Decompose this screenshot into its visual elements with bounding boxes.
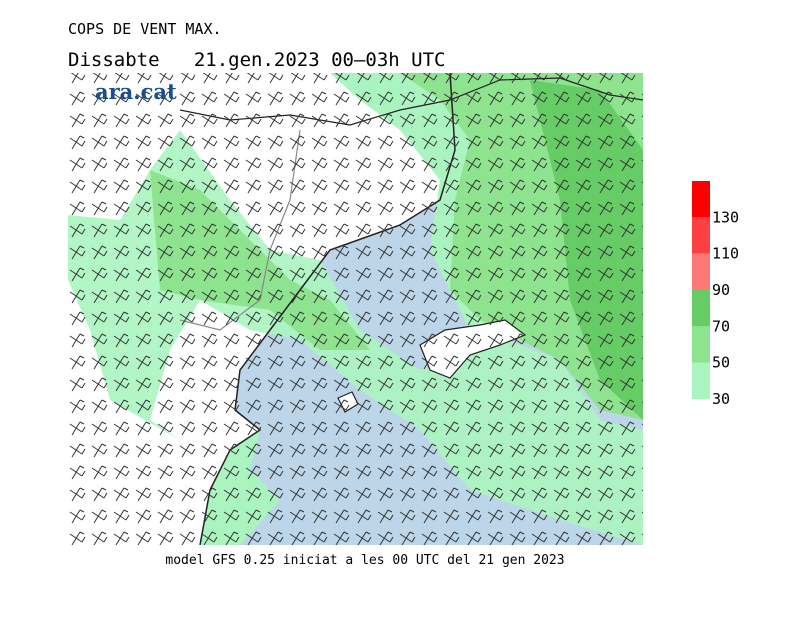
wind-barbs bbox=[68, 73, 643, 545]
colorbar-label: 30 bbox=[712, 390, 730, 408]
colorbar-label: 110 bbox=[712, 245, 739, 263]
colorbar-label: 90 bbox=[712, 281, 730, 299]
colorbar-label: 130 bbox=[712, 208, 739, 226]
colorbar-segment bbox=[692, 181, 710, 218]
colorbar-label: 70 bbox=[712, 317, 730, 335]
subtitle: Dissabte 21.gen.2023 00–03h UTC bbox=[68, 49, 446, 71]
colorbar-segment bbox=[692, 290, 710, 327]
colorbar-label: 50 bbox=[712, 354, 730, 372]
logo: ara.cat bbox=[95, 79, 177, 104]
map bbox=[68, 73, 643, 545]
colorbar: 30 50 70 90 110 130 bbox=[692, 181, 739, 408]
colorbar-segment bbox=[692, 253, 710, 290]
title: COPS DE VENT MAX. bbox=[68, 20, 222, 38]
colorbar-segment bbox=[692, 362, 710, 399]
colorbar-segment bbox=[692, 326, 710, 363]
footer: model GFS 0.25 iniciat a les 00 UTC del … bbox=[165, 553, 564, 568]
colorbar-segment bbox=[692, 217, 710, 254]
